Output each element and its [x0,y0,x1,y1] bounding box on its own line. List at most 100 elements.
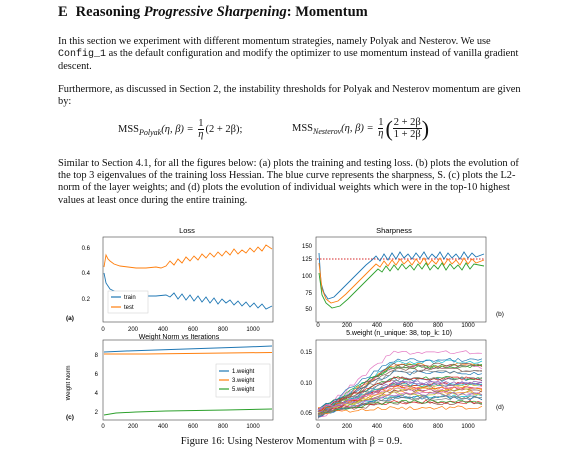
panel-c-xtick-400: 400 [158,424,169,430]
panel-c: Weight Norm 8 6 4 2 1.weight 3.weight 5.… [66,339,274,430]
panel-b-frame [315,236,487,323]
panel-b-xtick-200: 200 [342,323,353,329]
figure-caption: Figure 16: Using Nesterov Momentum with … [180,436,403,447]
panel-a-title: Loss [179,226,195,235]
panel-a-xtick-200: 200 [128,327,139,333]
paragraph-intro-text-a: In this section we experiment with diffe… [58,36,491,47]
panel-b-ytick-150: 150 [302,244,313,250]
panel-a-label: (a) [66,315,74,322]
panel-c-frame [102,339,274,421]
panel-a-ytick-0.2: 0.2 [82,297,91,303]
equation-polyak: MSSPolyak(η, β) = 1 η (2 + 2β); [118,118,243,140]
panel-d-weight-line [317,395,483,416]
config-code: Config_1 [58,49,107,61]
eq-polyak-rhs: (2 + 2β); [205,123,243,135]
panel-b-ytick-75: 75 [305,291,312,297]
eq-polyak-fraction: 1 η [198,118,204,140]
panel-d-xtick-200: 200 [342,424,353,430]
eq-nesterov-fraction-right: 2 + 2β 1 + 2β [392,117,422,140]
panel-c-xtick-600: 600 [188,424,199,430]
legend-1weight-label: 1.weight [232,369,255,375]
panel-d-weight-line [317,364,483,413]
panel-b-xtick-1000: 1000 [461,323,475,329]
panel-d-label: (d) [496,404,504,411]
paragraph-thresholds: Furthermore, as discussed in Section 2, … [58,84,521,108]
section-title-prefix: Reasoning [75,4,144,20]
panel-b-sharpness-line [318,251,485,300]
panel-d-weight-line [317,399,483,414]
panel-b-xtick-800: 800 [433,323,444,329]
eq-nesterov-fraction-left: 1 η [378,117,384,139]
figure-16: Loss Sharpness 0.6 0.4 0.2 train test (a… [66,226,504,430]
paragraph-intro: In this section we experiment with diffe… [58,36,528,74]
panel-a-xtick-400: 400 [158,327,169,333]
paragraph-intro-text-b: as the default configuration and modify … [58,48,519,73]
panel-c-legend: 1.weight 3.weight 5.weight [215,363,271,398]
panel-a-xtick-0: 0 [101,327,105,333]
eq-nesterov-den: η [378,128,384,139]
panel-c-xtick-0: 0 [101,424,105,430]
eq-nesterov-num: 1 [378,117,384,129]
legend-test-label: test [124,305,134,311]
panel-d-xtick-0: 0 [316,424,320,430]
panel-a-ytick-0.6: 0.6 [82,246,91,252]
eq-paren-open: ( [385,115,393,141]
panel-d-weight-line [317,387,483,414]
eq-nesterov-lhs: MSS [292,122,314,134]
panel-d-weight-line [317,376,483,412]
panel-a-xlabel: Weight Norm vs Iterations [139,334,220,341]
panel-d-weight-line [317,362,483,415]
panel-d: 0.15 0.10 0.05 (d) 0 200 400 600 800 100… [300,339,504,430]
panel-b-eig2-line [318,257,485,304]
panel-a-test-line [103,244,273,269]
eq-nesterov-args: (η, β) = [341,122,374,134]
panel-b-ytick-125: 125 [302,257,313,263]
eq-paren-close: ) [421,115,430,141]
panel-d-xtick-400: 400 [372,424,383,430]
panel-c-ytick-2: 2 [95,410,99,416]
eq-polyak-lhs: MSS [118,123,140,135]
paragraph-figure-description: Similar to Section 4.1, for all the figu… [58,158,519,206]
legend-train-label: train [124,295,136,301]
panel-b-ytick-50: 50 [305,307,312,313]
panel-d-weight-line [317,350,483,415]
panel-d-weight-lines [317,350,483,419]
panel-a-xtick-1000: 1000 [246,327,260,333]
panel-a-ytick-0.4: 0.4 [82,271,91,277]
section-heading: E Reasoning Progressive Sharpening: Momen… [58,4,368,21]
panel-d-weight-line [317,399,483,411]
panel-d-weight-line [317,357,483,410]
panel-d-weight-line [317,405,483,415]
panel-d-weight-line [317,386,483,410]
panel-d-frame [315,339,487,421]
panel-c-1weight-line [103,345,273,353]
eq-frac-num: 2 + 2β [392,117,422,129]
equation-nesterov: MSSNesterov(η, β) = 1 η ( 2 + 2β 1 + 2β … [292,117,429,140]
panel-c-ytick-4: 4 [95,391,99,397]
panel-a-xtick-600: 600 [188,327,199,333]
panel-c-3weight-line [104,352,273,355]
eq-polyak-den: η [198,129,204,140]
eq-frac-den: 1 + 2β [393,129,421,140]
panel-c-xtick-800: 800 [218,424,229,430]
panel-d-ytick-0.05: 0.05 [300,411,312,417]
eq-polyak-num: 1 [198,118,204,130]
panel-b-xtick-0: 0 [316,323,320,329]
panel-a-legend: train test [107,290,149,314]
panel-b-xtick-400: 400 [372,323,383,329]
panel-d-ytick-0.15: 0.15 [300,350,312,356]
panel-c-ytick-6: 6 [95,372,99,378]
panel-a-frame [102,236,274,323]
panel-d-xtick-600: 600 [403,424,414,430]
panel-d-xtick-800: 800 [433,424,444,430]
panel-c-xtick-1000: 1000 [246,424,260,430]
panel-d-weight-line [317,359,483,416]
panel-d-ytick-0.10: 0.10 [300,381,312,387]
section-title-italic: Progressive Sharpening [143,4,287,20]
panel-b-xtick-600: 600 [403,323,414,329]
panel-b-title: Sharpness [376,226,412,235]
panel-d-weight-line [317,377,483,413]
eq-nesterov-sub: Nesterov [313,127,342,136]
panel-c-xtick-200: 200 [128,424,139,430]
section-number: E [58,4,68,20]
